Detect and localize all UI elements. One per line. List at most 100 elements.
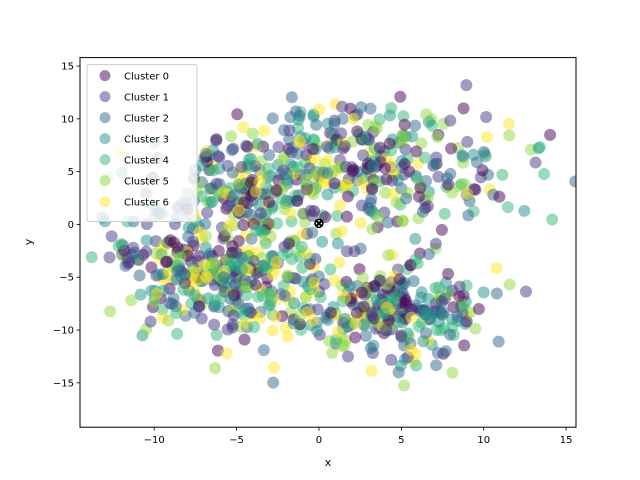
- data-point: [301, 306, 314, 319]
- data-point: [321, 140, 334, 153]
- data-point: [208, 318, 221, 331]
- data-point: [324, 306, 337, 319]
- data-point: [253, 312, 266, 325]
- data-point: [333, 256, 346, 269]
- data-point: [263, 287, 276, 300]
- data-point: [457, 300, 470, 313]
- data-point: [342, 350, 355, 363]
- data-point: [200, 147, 213, 160]
- data-point: [351, 125, 364, 138]
- data-point: [85, 251, 98, 264]
- data-point: [358, 319, 371, 332]
- data-point: [331, 325, 344, 338]
- data-point: [461, 187, 474, 200]
- data-point: [316, 235, 329, 248]
- data-point: [235, 263, 248, 276]
- data-point: [349, 331, 362, 344]
- data-point: [266, 268, 279, 281]
- data-point: [493, 190, 506, 203]
- data-point: [125, 294, 138, 307]
- data-point: [186, 235, 199, 248]
- data-point: [133, 269, 146, 282]
- data-point: [346, 165, 359, 178]
- data-point: [431, 131, 444, 144]
- data-point: [281, 269, 294, 282]
- data-point: [458, 178, 471, 191]
- data-point: [339, 140, 352, 153]
- data-point: [453, 280, 466, 293]
- data-point: [436, 308, 449, 321]
- data-point: [401, 327, 414, 340]
- data-point: [246, 127, 259, 140]
- y-axis-label: y: [22, 238, 35, 245]
- x-tick-label: 15: [560, 435, 573, 446]
- data-point: [368, 279, 381, 292]
- data-point: [441, 286, 454, 299]
- data-point: [307, 143, 320, 156]
- data-point: [423, 308, 436, 321]
- y-tick-label: 0: [68, 220, 74, 231]
- data-point: [276, 153, 289, 166]
- data-point: [212, 150, 225, 163]
- x-axis-ticks: −10 −5 0 5 10 15: [144, 427, 573, 446]
- data-point: [347, 112, 360, 125]
- data-point: [171, 327, 184, 340]
- data-point: [295, 240, 308, 253]
- data-point: [416, 205, 429, 218]
- data-point: [357, 300, 370, 313]
- data-point: [546, 213, 559, 226]
- data-point: [442, 267, 455, 280]
- data-point: [355, 176, 368, 189]
- data-point: [538, 168, 551, 180]
- data-point: [336, 112, 349, 125]
- data-point: [304, 204, 317, 217]
- data-point: [209, 362, 222, 375]
- data-point: [456, 149, 469, 162]
- data-point: [343, 280, 356, 293]
- y-tick-label: 10: [61, 114, 74, 125]
- data-point: [431, 346, 444, 359]
- data-point: [438, 207, 451, 220]
- data-point: [429, 237, 442, 250]
- data-point: [519, 285, 532, 298]
- data-point: [410, 145, 423, 158]
- data-point: [420, 174, 433, 187]
- data-point: [262, 162, 275, 175]
- data-point: [335, 225, 348, 238]
- legend-label: Cluster 2: [124, 114, 169, 125]
- data-point: [398, 379, 411, 392]
- data-point: [445, 142, 458, 155]
- data-point: [342, 190, 355, 203]
- data-point: [339, 333, 352, 346]
- data-point: [410, 359, 423, 372]
- data-point: [164, 234, 177, 247]
- legend-label: Cluster 6: [124, 198, 169, 209]
- data-point: [421, 191, 434, 204]
- x-tick-label: −10: [144, 435, 165, 446]
- data-point: [405, 343, 418, 356]
- data-point: [458, 339, 471, 352]
- data-point: [177, 283, 190, 296]
- data-point: [331, 209, 344, 222]
- data-point: [238, 302, 251, 315]
- data-point: [250, 224, 263, 237]
- data-point: [400, 192, 413, 205]
- data-point: [331, 237, 344, 250]
- data-point: [263, 149, 276, 162]
- data-point: [443, 328, 456, 341]
- data-point: [502, 117, 515, 130]
- data-point: [529, 156, 542, 169]
- data-point: [398, 118, 411, 131]
- legend-marker: [99, 175, 111, 187]
- data-point: [313, 103, 326, 116]
- data-point: [447, 301, 460, 314]
- data-point: [365, 309, 378, 322]
- data-point: [477, 145, 490, 158]
- data-point: [472, 303, 485, 316]
- data-point: [238, 280, 251, 293]
- data-point: [254, 207, 267, 220]
- data-point: [291, 161, 304, 174]
- legend-marker: [99, 154, 111, 166]
- data-point: [249, 185, 262, 198]
